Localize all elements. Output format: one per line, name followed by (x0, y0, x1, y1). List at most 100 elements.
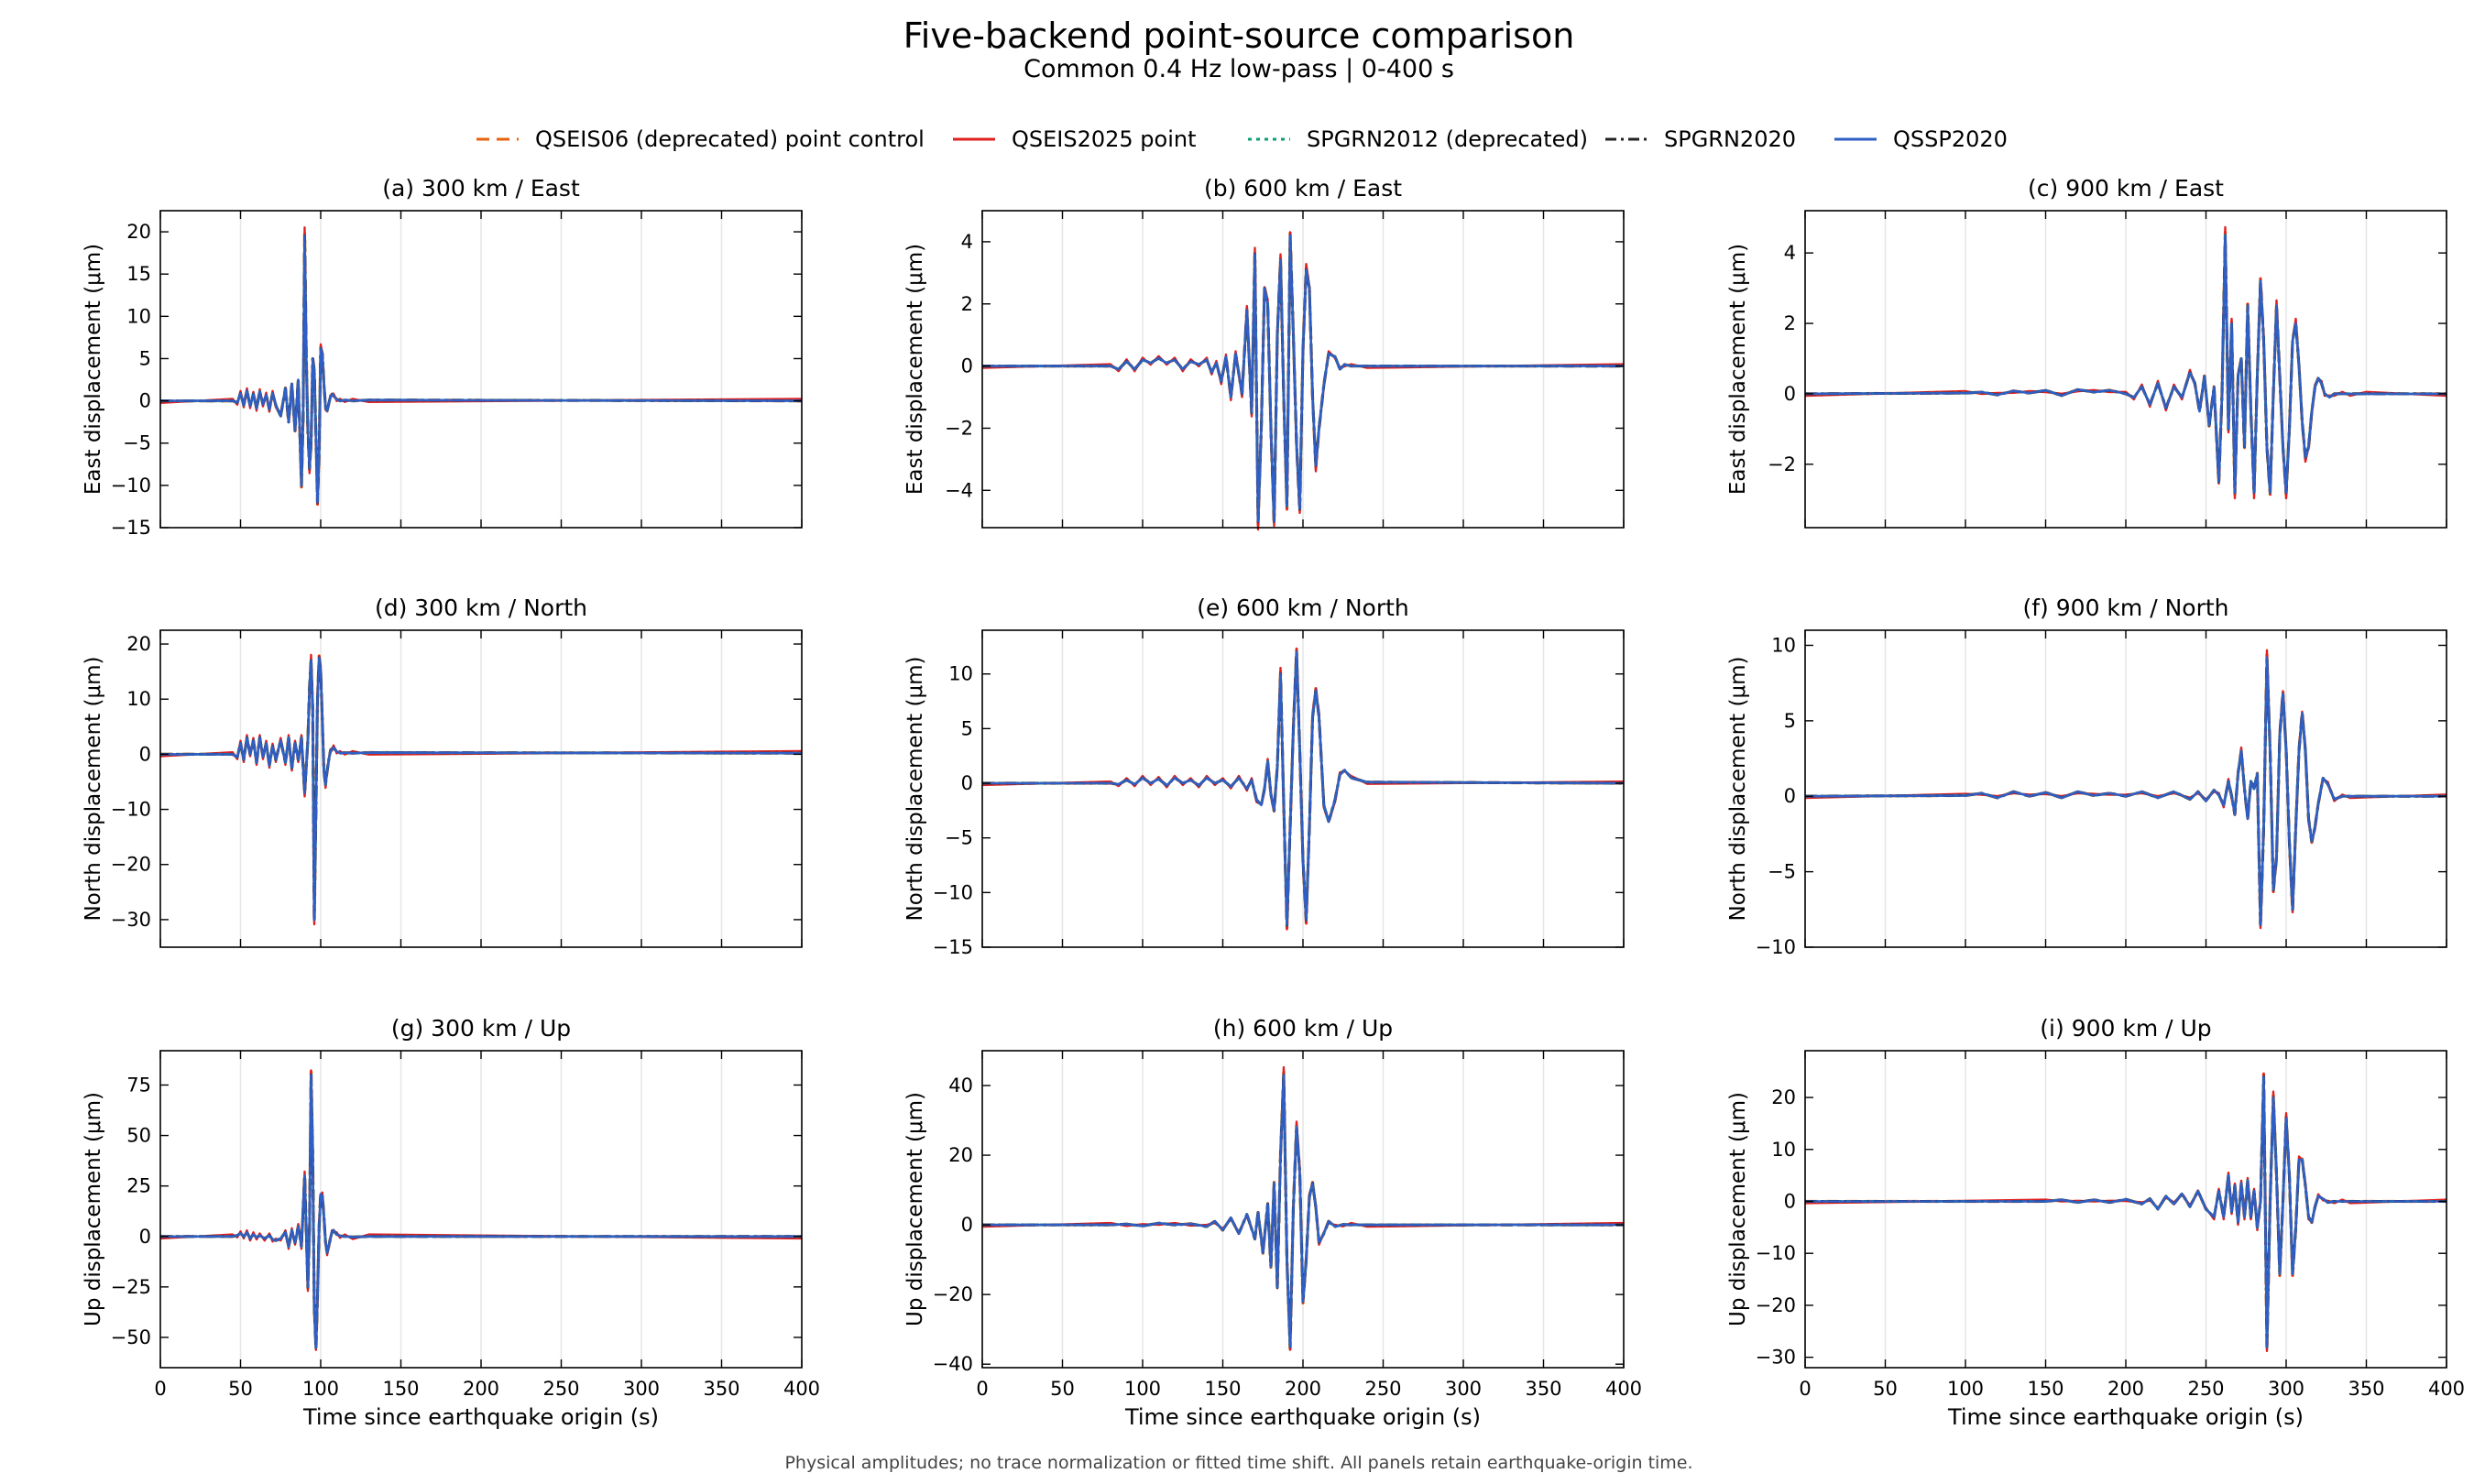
y-tick-label: 0 (139, 390, 151, 412)
trace-qssp2020 (1804, 234, 2447, 494)
y-tick-label: −4 (945, 479, 973, 501)
panel-3: −30 −20 −10 0 10 20 (d) 300 km / North North di… (82, 595, 803, 948)
trace-qssp2020 (982, 650, 1625, 927)
legend-label-2: SPGRN2012 (deprecated) (1307, 126, 1588, 152)
y-tick-label: 20 (126, 221, 151, 243)
y-tick-label: −15 (933, 936, 973, 958)
panel-1: −4 −2 0 2 4 (b) 600 km / East East displacemen… (903, 175, 1625, 531)
y-tick-label: −10 (933, 881, 973, 903)
y-tick-label: 0 (1784, 785, 1796, 807)
panel-2: −2 0 2 4 (c) 900 km / East East displacement … (1726, 175, 2447, 529)
y-tick-label: 5 (1784, 710, 1796, 732)
x-tick-label: 250 (1364, 1378, 1401, 1400)
y-tick-label: 10 (126, 305, 151, 327)
x-tick-label: 50 (228, 1378, 253, 1400)
panel-title: (h) 600 km / Up (1213, 1015, 1393, 1042)
y-axis-label: North displacement (μm) (903, 657, 927, 922)
panel-5: −10 −5 0 5 10 (f) 900 km / North North displac… (1726, 595, 2447, 958)
x-tick-label: 300 (623, 1378, 660, 1400)
y-tick-label: 4 (1784, 242, 1796, 264)
y-axis-label: Up displacement (μm) (82, 1092, 105, 1326)
y-tick-label: 0 (961, 772, 973, 794)
panel-8: 0 50 100 150 200 250 300 350 400 −30 −20 −10 0 10 20 (i… (1726, 1015, 2465, 1430)
trace-qssp2020 (982, 1074, 1624, 1348)
x-tick-label: 250 (542, 1378, 579, 1400)
x-axis-label: Time since earthquake origin (s) (1124, 1404, 1481, 1430)
x-tick-label: 0 (154, 1378, 166, 1400)
y-axis-label: East displacement (μm) (82, 244, 105, 495)
x-tick-label: 100 (302, 1378, 339, 1400)
x-tick-label: 400 (1605, 1378, 1642, 1400)
y-tick-label: 10 (948, 663, 973, 685)
x-tick-label: 250 (2187, 1378, 2224, 1400)
figure-footnote: Physical amplitudes; no trace normalizat… (784, 1453, 1692, 1473)
trace-qssp2020 (160, 235, 803, 504)
y-tick-label: 0 (1784, 1190, 1796, 1212)
y-tick-label: 0 (139, 1226, 151, 1248)
y-tick-label: −2 (945, 417, 973, 439)
panel-title: (f) 900 km / North (2023, 595, 2229, 621)
x-tick-label: 400 (783, 1378, 820, 1400)
y-tick-label: 15 (126, 263, 151, 285)
x-tick-label: 300 (2268, 1378, 2304, 1400)
trace-qssp2020 (1805, 1075, 2447, 1348)
panel-6: 0 50 100 150 200 250 300 350 400 −50 −25 0 25 50 75 (g)… (82, 1015, 820, 1430)
y-axis-label: East displacement (μm) (1726, 244, 1750, 495)
panel-title: (b) 600 km / East (1204, 175, 1402, 202)
y-tick-label: −50 (111, 1326, 151, 1348)
x-tick-label: 0 (976, 1378, 988, 1400)
x-tick-label: 200 (2107, 1378, 2144, 1400)
x-axis-label: Time since earthquake origin (s) (302, 1404, 659, 1430)
y-tick-label: 20 (126, 633, 151, 655)
y-tick-label: 5 (961, 717, 973, 739)
x-tick-label: 350 (2348, 1378, 2384, 1400)
y-tick-label: −20 (111, 854, 151, 876)
y-tick-label: −10 (1756, 936, 1796, 958)
panel-title: (i) 900 km / Up (2040, 1015, 2211, 1042)
y-tick-label: −30 (111, 909, 151, 931)
y-tick-label: −5 (1768, 861, 1796, 883)
y-tick-label: 20 (948, 1144, 973, 1166)
x-tick-label: 100 (1124, 1378, 1161, 1400)
y-tick-label: −5 (945, 827, 973, 849)
x-tick-label: 400 (2428, 1378, 2465, 1400)
x-tick-label: 350 (703, 1378, 739, 1400)
figure-subtitle: Common 0.4 Hz low-pass | 0-400 s (1024, 55, 1454, 83)
x-tick-label: 100 (1947, 1378, 1984, 1400)
panel-4: −15 −10 −5 0 5 10 (e) 600 km / North North disp… (903, 595, 1625, 958)
y-tick-label: 75 (126, 1074, 151, 1096)
y-axis-label: Up displacement (μm) (903, 1092, 927, 1326)
x-tick-label: 200 (463, 1378, 499, 1400)
y-tick-label: 40 (948, 1075, 973, 1097)
y-tick-label: −30 (1756, 1347, 1796, 1369)
y-tick-label: −10 (111, 475, 151, 496)
x-tick-label: 0 (1799, 1378, 1811, 1400)
y-tick-label: 5 (139, 347, 151, 369)
y-tick-label: −20 (1756, 1294, 1796, 1316)
y-tick-label: 50 (126, 1125, 151, 1147)
y-tick-label: 2 (1784, 312, 1796, 334)
panel-0: −15 −10 −5 0 5 10 15 20 (a) 300 km / East East di… (82, 175, 803, 539)
y-tick-label: 2 (961, 293, 973, 315)
y-tick-label: −10 (111, 799, 151, 821)
panel-title: (d) 300 km / North (375, 595, 587, 621)
panel-title: (e) 600 km / North (1197, 595, 1409, 621)
x-tick-label: 350 (1525, 1378, 1561, 1400)
y-tick-label: 0 (961, 1214, 973, 1236)
y-tick-label: −40 (933, 1353, 973, 1375)
x-tick-label: 150 (2027, 1378, 2063, 1400)
x-axis-label: Time since earthquake origin (s) (1947, 1404, 2304, 1430)
figure-title: Five-backend point-source comparison (903, 16, 1575, 56)
y-tick-label: −25 (111, 1276, 151, 1298)
x-tick-label: 150 (382, 1378, 419, 1400)
y-axis-label: East displacement (μm) (903, 244, 927, 495)
y-tick-label: 0 (139, 743, 151, 765)
panel-title: (g) 300 km / Up (391, 1015, 571, 1042)
y-tick-label: 20 (1771, 1086, 1796, 1108)
trace-qssp2020 (160, 656, 803, 922)
y-axis-label: Up displacement (μm) (1726, 1092, 1750, 1326)
y-tick-label: 0 (1784, 383, 1796, 405)
y-tick-label: −5 (123, 432, 151, 454)
